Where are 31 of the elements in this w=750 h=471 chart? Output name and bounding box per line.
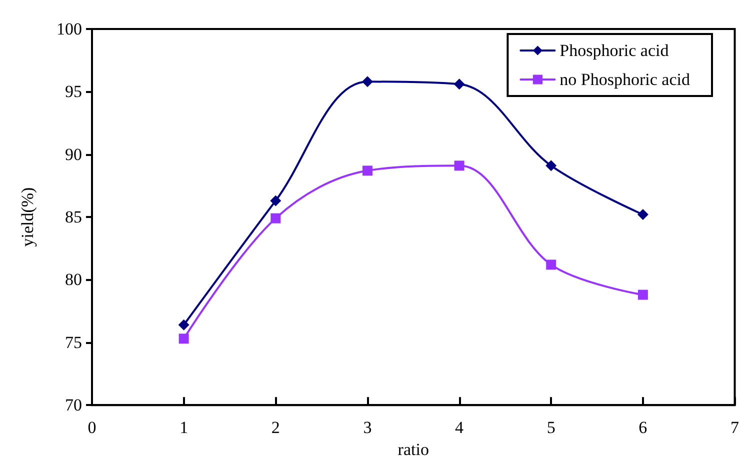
y-axis-title: yield(%) bbox=[18, 187, 37, 247]
point bbox=[270, 213, 281, 224]
point bbox=[638, 290, 648, 300]
point bbox=[178, 319, 190, 330]
point bbox=[454, 160, 464, 171]
x-tick-label: 5 bbox=[546, 418, 556, 438]
y-tick-label: 80 bbox=[65, 270, 82, 290]
legend-label: no Phosphoric acid bbox=[560, 70, 690, 89]
y-tick-label: 90 bbox=[65, 144, 82, 164]
x-tick-label: 4 bbox=[455, 418, 464, 438]
x-tick-label: 3 bbox=[363, 418, 372, 438]
x-tick-label: 1 bbox=[180, 418, 188, 438]
y-tick-label: 95 bbox=[65, 82, 82, 102]
point bbox=[178, 334, 189, 344]
y-tick-label: 85 bbox=[65, 208, 82, 227]
x-tick-label: 0 bbox=[88, 418, 96, 438]
point bbox=[637, 209, 648, 220]
y-tick-label: 100 bbox=[56, 20, 82, 38]
x-tick-label: 7 bbox=[730, 418, 740, 438]
y-tick-label: 70 bbox=[65, 396, 82, 415]
point bbox=[362, 76, 373, 88]
x-axis-title: ratio bbox=[398, 440, 429, 459]
x-tick-label: 6 bbox=[638, 418, 648, 438]
point bbox=[270, 195, 282, 206]
legend-label: Phosphoric acid bbox=[560, 41, 670, 60]
point bbox=[362, 166, 372, 176]
x-tick-label: 2 bbox=[271, 418, 280, 438]
point bbox=[454, 78, 465, 90]
point bbox=[546, 160, 557, 172]
y-tick-label: 75 bbox=[65, 332, 82, 352]
point bbox=[546, 260, 556, 270]
